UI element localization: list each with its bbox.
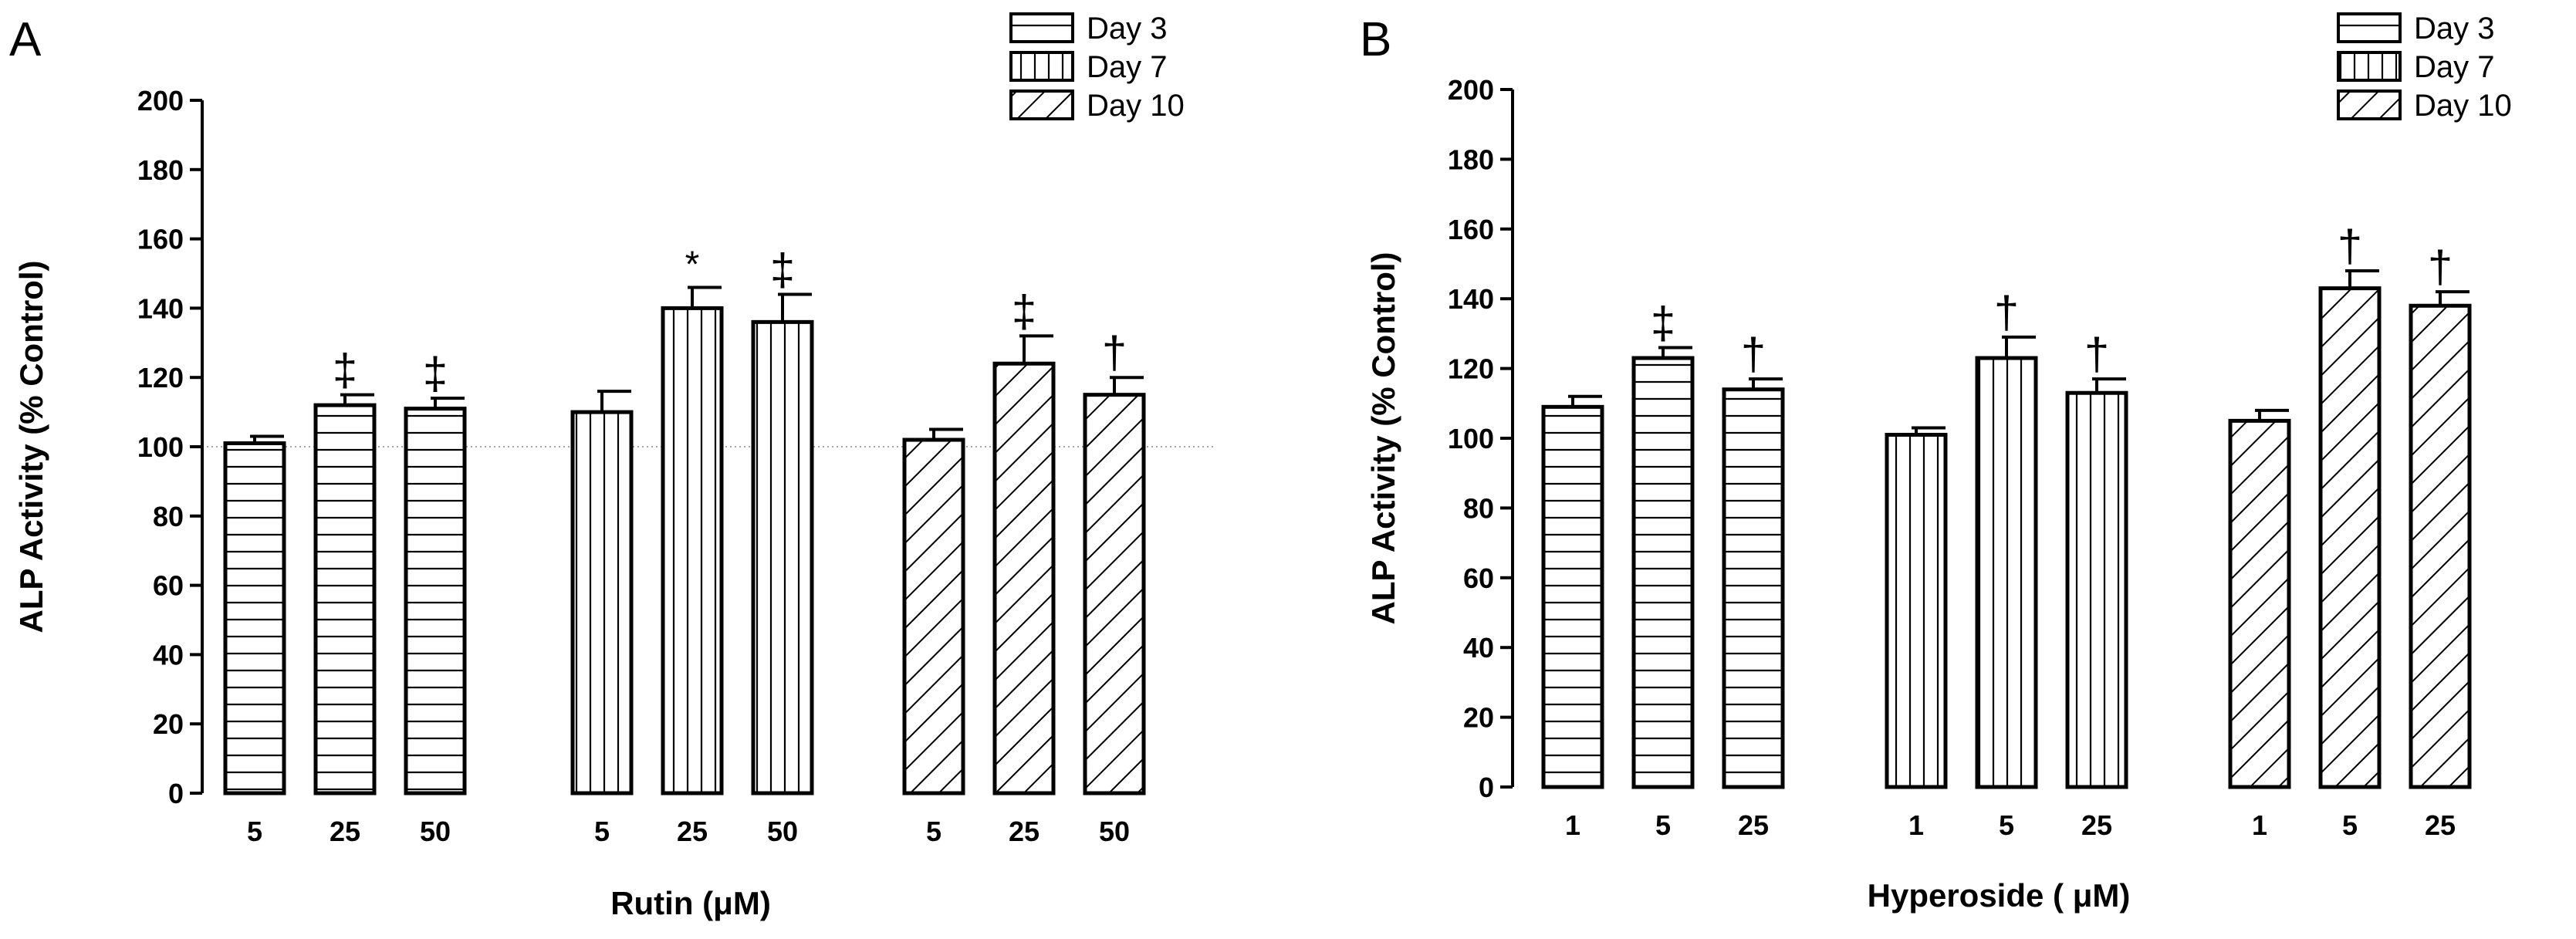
significance-marker: † [2084,329,2109,380]
significance-marker: ‡ [1651,298,1675,348]
legend: Day 3 Day 7 Day 10 [1009,12,1185,123]
legend-swatch [1009,51,1074,82]
significance-marker: * [685,244,700,285]
bar [313,403,377,795]
panel-B: B 0 20 40 60 80 100 120 140 160 180 200 ALP Activity… [1360,12,2512,914]
x-tick-label: 5 [1655,809,1671,841]
legend-label: Day 10 [2414,89,2512,123]
x-tick-label: 25 [330,816,360,847]
x-tick-label: 50 [1099,816,1130,847]
y-tick-label: 180 [137,154,184,186]
legend-label: Day 10 [1087,89,1185,123]
y-tick-label: 20 [1463,702,1494,734]
legend: Day 3 Day 7 Day 10 [2337,12,2512,123]
legend-swatch [1009,90,1074,120]
y-tick-label: 60 [1463,562,1494,594]
x-axis-title: Hyperoside ( μM) [1868,877,2131,914]
x-tick-label: 25 [1009,816,1040,847]
significance-marker: ‡ [1012,286,1036,336]
legend-swatch [2337,12,2402,43]
y-tick-label: 180 [1448,144,1494,175]
significance-marker: † [2428,242,2453,292]
legend-swatch [2337,90,2402,120]
significance-marker: ‡ [333,346,357,396]
x-tick-label: 25 [2425,809,2456,841]
y-axis-title: ALP Activity (% Control) [13,260,49,633]
x-axis-title: Rutin (μM) [610,885,771,921]
y-tick-label: 0 [1479,772,1494,803]
x-tick-label: 5 [926,816,941,847]
legend-swatch [2337,51,2402,82]
bar [1083,393,1146,795]
bar [661,306,724,795]
bar [1541,404,1604,789]
x-tick-label: 5 [2342,809,2358,841]
legend-label: Day 3 [2414,12,2495,46]
bar [570,410,634,795]
y-tick-label: 100 [1448,423,1494,454]
y-tick-label: 80 [1463,492,1494,524]
significance-marker: ‡ [770,245,795,295]
x-tick-label: 50 [420,816,451,847]
legend-label: Day 7 [2414,50,2495,84]
y-tick-label: 200 [1448,74,1494,106]
significance-marker: † [1994,288,2019,338]
y-tick-label: 200 [137,85,184,117]
y-tick-label: 140 [137,292,184,324]
y-tick-label: 0 [168,778,184,809]
bar [751,319,814,795]
x-tick-label: 1 [1565,809,1580,841]
significance-marker: † [2338,221,2362,272]
x-tick-label: 1 [2252,809,2267,841]
x-tick-label: 1 [1908,809,1924,841]
significance-marker: † [1741,329,1766,380]
bar [2228,418,2291,789]
y-tick-label: 160 [1448,214,1494,245]
panel-letter: B [1360,13,1391,66]
y-tick-label: 120 [137,362,184,394]
x-tick-label: 25 [677,816,708,847]
bar [2318,286,2382,789]
y-tick-label: 40 [153,639,184,670]
y-tick-label: 100 [137,431,184,463]
bar [2409,303,2472,789]
y-tick-label: 60 [153,570,184,602]
bar [223,441,286,795]
x-tick-label: 5 [594,816,610,847]
bar [1722,387,1785,789]
panel-A: A 0 20 40 60 80 100 120 140 160 180 200 ALP Activity… [9,12,1215,921]
y-tick-label: 160 [137,224,184,255]
x-tick-label: 5 [247,816,262,847]
bar [1885,432,1948,789]
y-axis-title: ALP Activity (% Control) [1365,252,1401,624]
y-tick-label: 20 [153,708,184,740]
y-tick-label: 80 [153,501,184,532]
bar [404,407,467,795]
y-tick-label: 40 [1463,632,1494,664]
legend-label: Day 7 [1087,50,1168,84]
significance-marker: † [1102,328,1127,378]
x-tick-label: 25 [1738,809,1769,841]
bar [902,437,965,795]
x-tick-label: 50 [767,816,798,847]
panel-letter: A [9,13,42,66]
bar [1631,356,1695,789]
bar [2065,390,2128,789]
x-tick-label: 5 [1999,809,2014,841]
bar [1975,356,2038,789]
y-tick-label: 120 [1448,353,1494,385]
y-tick-label: 140 [1448,283,1494,315]
legend-label: Day 3 [1087,12,1168,46]
significance-marker: ‡ [423,349,448,399]
bar [992,361,1056,795]
legend-swatch [1009,12,1074,43]
x-tick-label: 25 [2081,809,2112,841]
